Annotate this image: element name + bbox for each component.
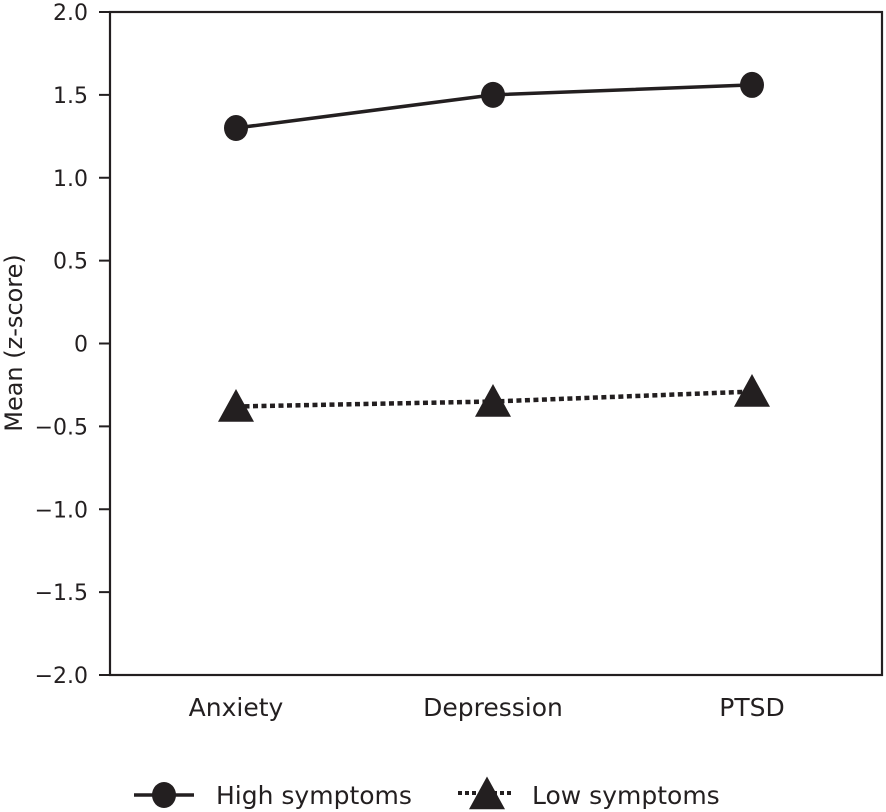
y-tick-label: −0.5 — [35, 415, 88, 440]
data-point-circle — [481, 81, 505, 108]
legend-item-low-symptoms: Low symptoms — [458, 776, 720, 810]
y-tick-label: 2.0 — [53, 1, 88, 26]
y-tick-label: −1.5 — [35, 581, 88, 606]
plot-border — [108, 10, 884, 677]
data-point-triangle — [734, 374, 770, 407]
x-axis-labels: Anxiety Depression PTSD — [189, 693, 785, 722]
y-tick-label: 1.5 — [53, 84, 88, 109]
legend: High symptoms Low symptoms — [134, 776, 720, 810]
y-tick-label: 0 — [74, 333, 88, 358]
data-point-circle — [740, 71, 764, 98]
legend-triangle-marker — [469, 776, 505, 810]
plot-frame — [108, 10, 884, 677]
y-tick-label: 0.5 — [53, 250, 88, 275]
x-category-label: PTSD — [719, 693, 784, 722]
data-point-triangle — [218, 388, 254, 422]
y-axis-title: Mean (z-score) — [0, 254, 28, 432]
y-tick-label: 1.0 — [53, 167, 88, 192]
legend-label: High symptoms — [216, 781, 412, 810]
series-low-symptoms — [218, 374, 770, 422]
y-tick-label: −2.0 — [35, 664, 88, 689]
legend-circle-marker — [152, 782, 176, 808]
x-category-label: Depression — [423, 693, 563, 722]
data-point-triangle — [475, 383, 511, 417]
data-point-circle — [224, 115, 248, 142]
legend-label: Low symptoms — [532, 781, 720, 810]
x-category-label: Anxiety — [189, 693, 284, 722]
series-high-symptoms — [224, 71, 764, 142]
y-axis-ticks: 2.0 1.5 1.0 0.5 0 −0.5 −1.0 −1.5 −2.0 — [35, 1, 110, 689]
y-tick-label: −1.0 — [35, 498, 88, 523]
series — [218, 71, 770, 422]
legend-item-high-symptoms: High symptoms — [134, 781, 412, 810]
